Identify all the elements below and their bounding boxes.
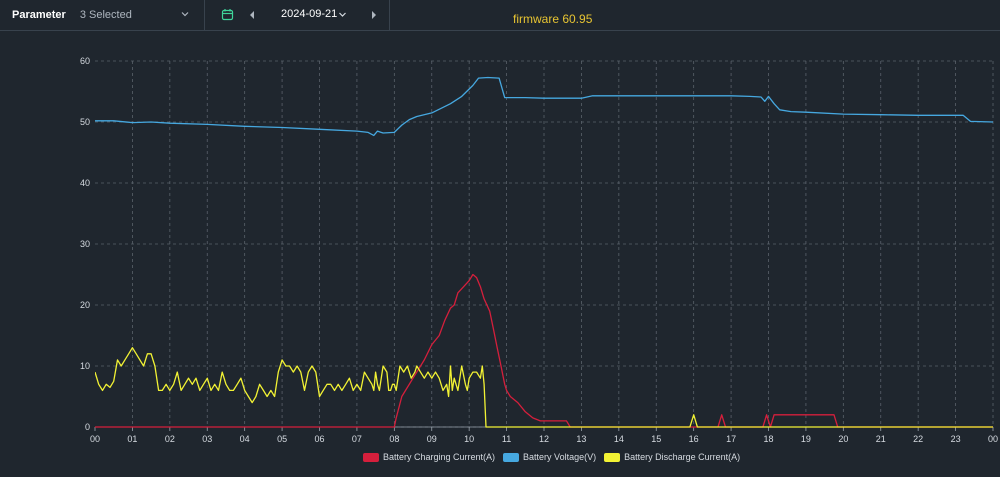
x-tick-label: 16: [689, 434, 699, 444]
chevron-down-icon[interactable]: [180, 9, 190, 19]
x-tick-label: 18: [763, 434, 773, 444]
parameter-selector[interactable]: Parameter 3 Selected: [0, 0, 205, 30]
legend-item[interactable]: Battery Discharge Current(A): [604, 452, 740, 462]
series-line-battery-discharge-current: [95, 347, 993, 428]
firmware-version: firmware 60.95: [513, 12, 593, 26]
series-line-battery-voltage: [95, 76, 993, 137]
legend-item[interactable]: Battery Voltage(V): [503, 452, 596, 462]
chart-legend: Battery Charging Current(A) Battery Volta…: [363, 450, 748, 464]
x-tick-label: 17: [726, 434, 736, 444]
legend-swatch: [363, 452, 379, 462]
legend-swatch: [503, 452, 520, 462]
x-tick-label: 12: [539, 434, 549, 444]
date-value[interactable]: 2024-09-21: [281, 8, 338, 20]
y-tick-label: 40: [80, 178, 90, 188]
x-tick-label: 20: [838, 434, 848, 444]
y-tick-label: 50: [80, 117, 90, 127]
x-tick-label: 23: [951, 434, 961, 444]
x-tick-label: 11: [502, 434, 511, 444]
x-tick-label: 00: [988, 434, 998, 444]
x-tick-label: 02: [165, 434, 175, 444]
legend-item[interactable]: Battery Charging Current(A): [363, 452, 495, 462]
x-tick-label: 05: [277, 434, 287, 444]
parameter-value: 3 Selected: [79, 9, 132, 21]
x-tick-label: 15: [651, 434, 661, 444]
legend-label: Battery Discharge Current(A): [624, 452, 741, 462]
calendar-icon[interactable]: [221, 8, 234, 21]
chevron-right-icon[interactable]: [370, 10, 378, 20]
chart-container: 0 10 20 30 40 50 60 00 01 02 03 04 05 06 07 08 09 10 11 12 1…: [0, 40, 1000, 472]
x-tick-label: 07: [352, 434, 362, 444]
y-tick-label: 20: [80, 300, 90, 310]
parameter-label: Parameter: [12, 9, 66, 21]
x-tick-label: 00: [90, 434, 100, 444]
y-tick-label: 60: [80, 56, 90, 66]
line-chart: 0 10 20 30 40 50 60 00 01 02 03 04 05 06 07 08 09 10 11 12 1…: [80, 56, 998, 444]
x-tick-label: 10: [464, 434, 474, 444]
x-tick-label: 01: [127, 434, 137, 444]
chevron-left-icon[interactable]: [248, 10, 256, 20]
date-picker: 2024-09-21: [208, 0, 390, 30]
legend-swatch: [604, 452, 621, 462]
y-tick-label: 10: [80, 361, 90, 371]
x-tick-label: 22: [913, 434, 923, 444]
x-tick-label: 21: [876, 434, 886, 444]
chevron-down-icon[interactable]: [338, 10, 347, 19]
legend-label: Battery Voltage(V): [523, 452, 597, 462]
x-tick-label: 03: [202, 434, 212, 444]
x-tick-label: 14: [614, 434, 624, 444]
x-tick-label: 08: [389, 434, 399, 444]
toolbar: Parameter 3 Selected 2024-09-21 firmware…: [0, 0, 1000, 31]
x-tick-label: 13: [576, 434, 586, 444]
y-tick-label: 30: [80, 239, 90, 249]
x-tick-label: 06: [314, 434, 324, 444]
y-tick-label: 0: [85, 422, 90, 432]
x-tick-label: 19: [801, 434, 811, 444]
x-tick-label: 04: [240, 434, 250, 444]
x-tick-label: 09: [427, 434, 437, 444]
legend-label: Battery Charging Current(A): [383, 452, 496, 462]
